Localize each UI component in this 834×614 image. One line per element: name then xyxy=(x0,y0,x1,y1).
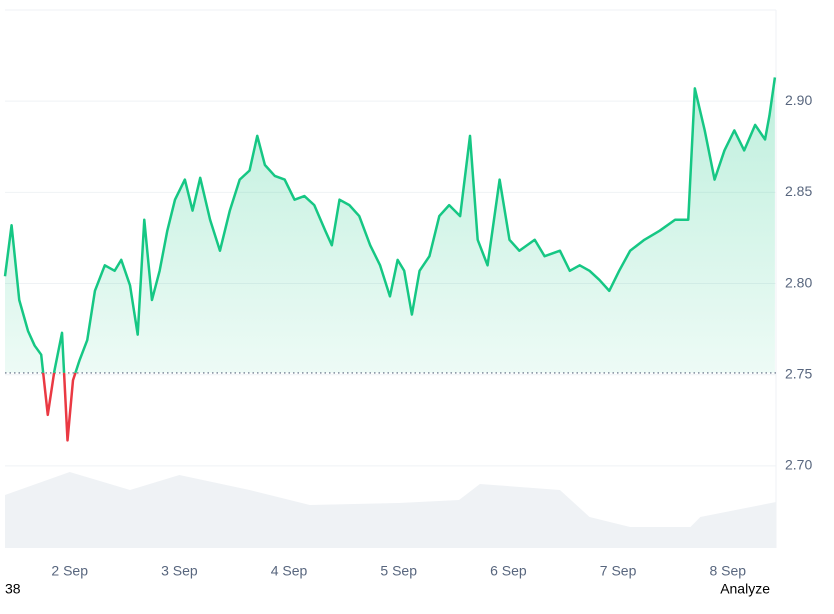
x-tick-label: 4 Sep xyxy=(271,563,308,579)
x-tick-label: 3 Sep xyxy=(161,563,198,579)
analyze-button[interactable]: Analyze xyxy=(720,581,770,597)
y-tick-label: 2.75 xyxy=(785,365,812,381)
footer-left: 38 xyxy=(5,581,21,597)
volume-area xyxy=(5,472,776,548)
x-tick-label: 8 Sep xyxy=(709,563,746,579)
price-line xyxy=(3,77,777,373)
x-tick-label: 2 Sep xyxy=(51,563,88,579)
x-tick-label: 7 Sep xyxy=(600,563,637,579)
y-tick-label: 2.90 xyxy=(785,92,812,108)
price-area xyxy=(5,77,775,373)
x-tick-label: 6 Sep xyxy=(490,563,527,579)
y-tick-label: 2.70 xyxy=(785,457,812,473)
x-tick-label: 5 Sep xyxy=(380,563,417,579)
y-tick-label: 2.85 xyxy=(785,183,812,199)
y-tick-label: 2.80 xyxy=(785,274,812,290)
